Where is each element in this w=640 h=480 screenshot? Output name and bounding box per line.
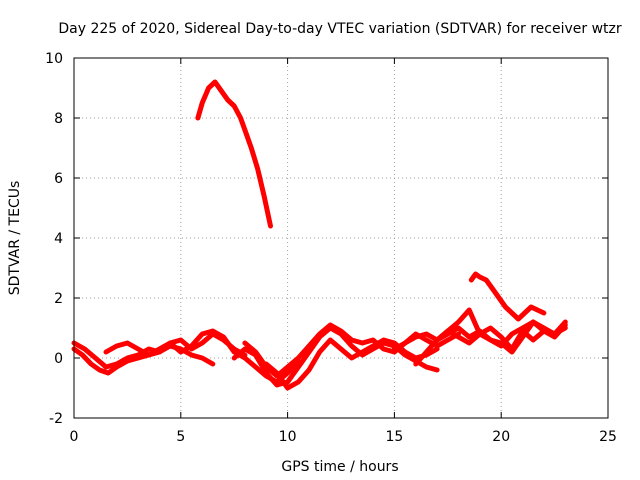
y-tick-label: 4 (54, 231, 63, 247)
x-tick-label: 5 (176, 429, 185, 445)
series-arc-2 (71, 343, 216, 376)
x-tick-label: 20 (492, 429, 510, 445)
y-tick-label: 6 (54, 171, 63, 187)
chart-title: Day 225 of 2020, Sidereal Day-to-day VTE… (58, 21, 622, 37)
y-axis-label: SDTVAR / TECUs (7, 181, 23, 296)
series-arc-11 (434, 322, 568, 352)
y-tick-label: 8 (54, 111, 63, 127)
x-axis-label: GPS time / hours (281, 459, 398, 475)
y-tick-label: 2 (54, 291, 63, 307)
y-tick-label: -2 (49, 411, 63, 427)
y-tick-label: 10 (45, 51, 63, 67)
tick-layer: 0 5 10 15 20 25 -2 0 2 4 6 8 10 (45, 51, 617, 445)
series-arc-10 (468, 271, 547, 322)
x-tick-label: 15 (385, 429, 403, 445)
series-arc-4 (195, 79, 273, 229)
series-arc-7 (263, 337, 440, 391)
data-layer (71, 79, 568, 391)
series-arc-6 (242, 322, 461, 379)
grid-layer (74, 58, 608, 418)
x-tick-label: 0 (70, 429, 79, 445)
x-tick-label: 25 (599, 429, 617, 445)
x-tick-label: 10 (279, 429, 297, 445)
y-tick-label: 0 (54, 351, 63, 367)
